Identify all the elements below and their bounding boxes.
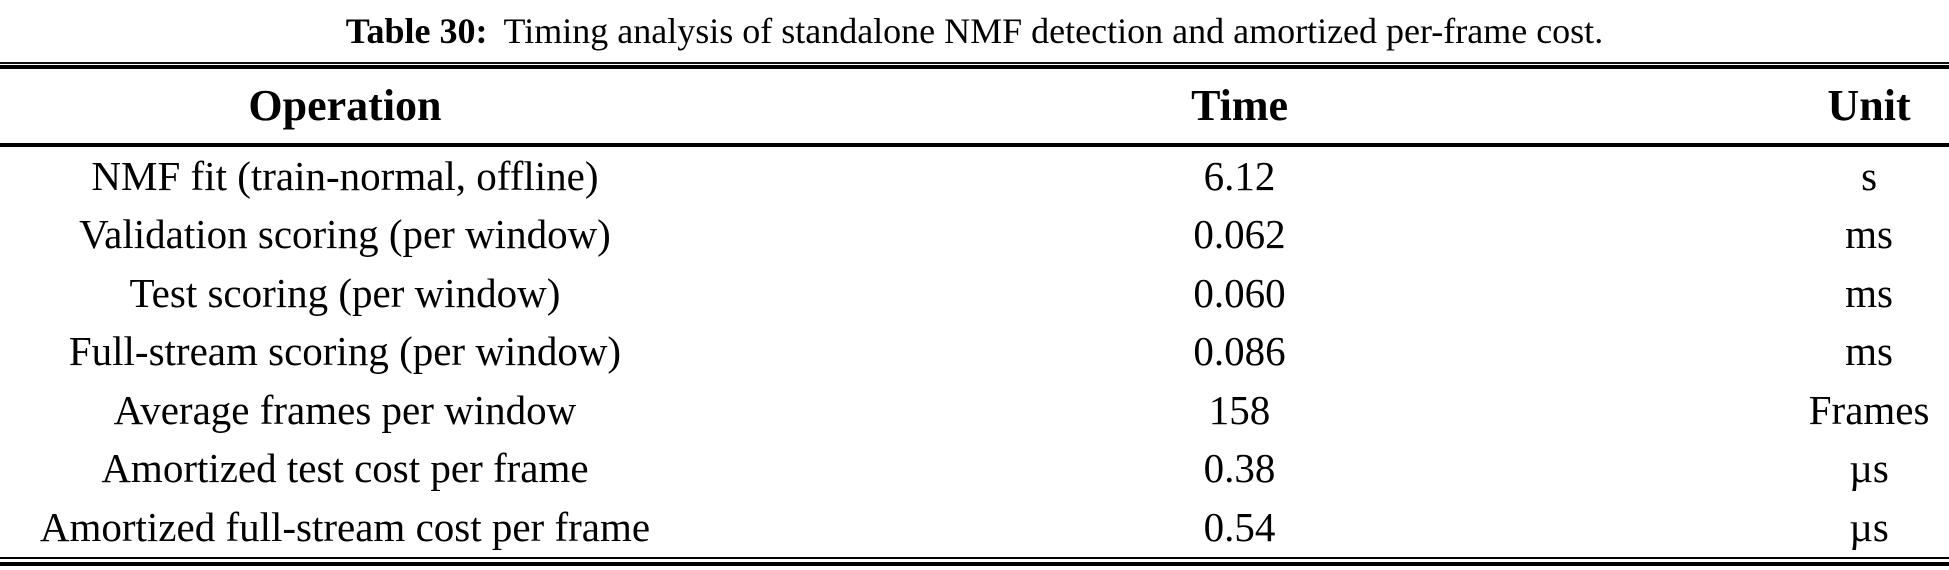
operation-cell: Test scoring (per window) — [129, 269, 561, 316]
operation-cell: NMF fit (train-normal, offline) — [91, 152, 599, 199]
unit-cell: µs — [1849, 503, 1889, 550]
operation-cell: Validation scoring (per window) — [79, 211, 611, 258]
time-cell: 0.54 — [1203, 503, 1276, 550]
unit-cell: s — [1861, 152, 1878, 199]
operation-cell: Average frames per window — [113, 386, 577, 433]
timing-table: Operation Time Unit NMF fit (train-norma… — [0, 69, 1949, 557]
operation-cell: Full-stream scoring (per window) — [68, 328, 622, 375]
unit-cell: ms — [1845, 328, 1894, 375]
unit-cell: Frames — [1808, 386, 1930, 433]
column-header-operation: Operation — [0, 69, 690, 147]
table-body: NMF fit (train-normal, offline) 6.12 s Vali… — [0, 145, 1949, 557]
unit-cell: ms — [1845, 269, 1894, 316]
time-cell: 0.060 — [1193, 269, 1286, 316]
table-caption-text: Timing analysis of standalone NMF detect… — [503, 11, 1604, 51]
column-header-time: Time — [689, 69, 1790, 147]
time-cell: 158 — [1208, 386, 1271, 433]
time-cell: 0.38 — [1203, 445, 1276, 492]
table-caption-label: Table 30: — [345, 11, 488, 51]
table-row: Average frames per window 158 Frames — [0, 381, 1949, 440]
top-rule — [0, 62, 1949, 69]
table-row: Full-stream scoring (per window) 0.086 ms — [0, 323, 1949, 382]
table-row: Amortized test cost per frame 0.38 µs — [0, 440, 1949, 499]
table-caption: Table 30: Timing analysis of standalone … — [0, 0, 1949, 62]
unit-cell: ms — [1845, 211, 1894, 258]
header-row: Operation Time Unit — [0, 69, 1949, 147]
bottom-rule — [0, 556, 1949, 566]
table-row: Validation scoring (per window) 0.062 ms — [0, 206, 1949, 265]
time-cell: 0.062 — [1193, 211, 1286, 258]
table-row: Amortized full-stream cost per frame 0.54… — [0, 498, 1949, 557]
time-cell: 0.086 — [1193, 328, 1286, 375]
operation-cell: Amortized full-stream cost per frame — [39, 503, 651, 550]
time-cell: 6.12 — [1203, 152, 1276, 199]
operation-cell: Amortized test cost per frame — [101, 445, 589, 492]
table-row: NMF fit (train-normal, offline) 6.12 s — [0, 145, 1949, 206]
column-header-unit: Unit — [1789, 69, 1949, 147]
unit-cell: µs — [1849, 445, 1889, 492]
table-row: Test scoring (per window) 0.060 ms — [0, 264, 1949, 323]
